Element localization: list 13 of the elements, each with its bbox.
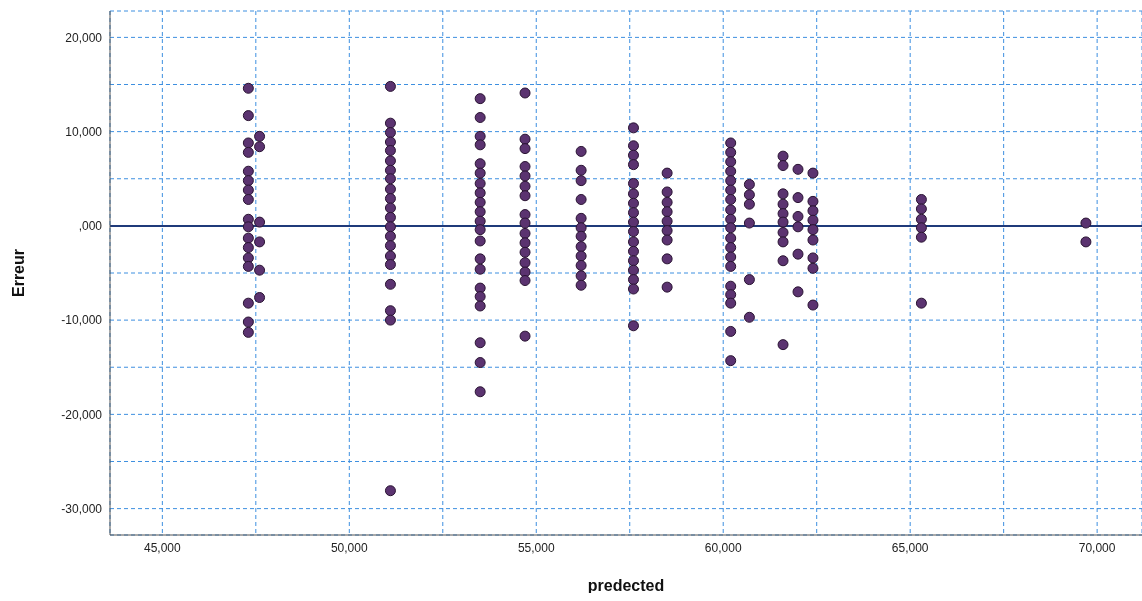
y-tick-label: 10,000 <box>65 124 103 139</box>
y-tick-label: ,000 <box>78 219 103 234</box>
x-tick-label: 50,000 <box>330 540 368 555</box>
x-tick-label: 70,000 <box>1078 540 1116 555</box>
y-tick-label: -30,000 <box>61 501 103 516</box>
y-tick-label: -20,000 <box>61 407 103 422</box>
y-tick-label: 20,000 <box>65 30 103 45</box>
x-tick-label: 65,000 <box>891 540 929 555</box>
x-tick-label: 55,000 <box>517 540 555 555</box>
x-tick-label: 60,000 <box>704 540 742 555</box>
x-tick-label: 45,000 <box>144 540 182 555</box>
y-tick-label: -10,000 <box>61 313 103 328</box>
y-axis-title: Erreur <box>9 248 27 298</box>
